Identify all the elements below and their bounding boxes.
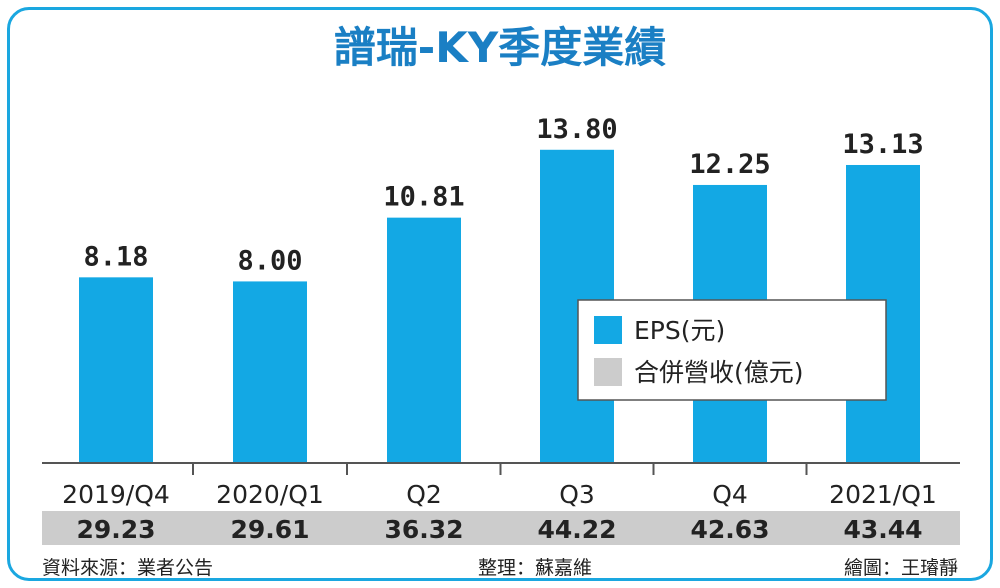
revenue-value-labels: 29.23 29.61 36.32 44.22 42.63 43.44: [76, 515, 922, 544]
chart-title: 譜瑞-KY季度業績: [334, 23, 666, 72]
revenue-value-label-0: 29.23: [76, 515, 155, 544]
legend-label-revenue: 合併營收(億元): [634, 358, 804, 387]
eps-value-label-0: 8.18: [83, 241, 148, 272]
x-axis-ticks: [192, 463, 808, 475]
eps-value-label-2: 10.81: [383, 182, 464, 213]
revenue-value-label-4: 42.63: [690, 515, 769, 544]
legend: EPS(元) 合併營收(億元): [577, 299, 887, 401]
eps-value-label-3: 13.80: [536, 114, 617, 145]
footer-source: 資料來源：業者公告: [42, 557, 213, 579]
eps-bar-1: [233, 281, 307, 463]
eps-value-label-5: 13.13: [842, 129, 923, 160]
revenue-value-label-5: 43.44: [843, 515, 922, 544]
footer-illustrator: 繪圖：王璿靜: [844, 557, 958, 579]
eps-value-label-1: 8.00: [237, 245, 302, 276]
legend-box: [577, 299, 887, 401]
legend-swatch-eps: [594, 316, 622, 344]
legend-swatch-revenue: [594, 358, 622, 386]
legend-label-eps: EPS(元): [634, 316, 725, 345]
revenue-value-label-2: 36.32: [384, 515, 463, 544]
x-axis-tick-labels: 2019/Q4 2020/Q1 Q2 Q3 Q4 2021/Q1: [62, 480, 937, 509]
eps-bar-0: [79, 277, 153, 463]
eps-value-label-4: 12.25: [689, 149, 770, 180]
eps-bar-2: [387, 217, 461, 463]
x-tick-label-3: Q3: [559, 480, 595, 509]
footer-editor: 整理：蘇嘉維: [478, 557, 592, 579]
eps-value-labels: 8.18 8.00 10.81 13.80 12.25 13.13: [83, 114, 923, 277]
eps-bars: [79, 149, 920, 464]
x-tick-label-4: Q4: [712, 480, 748, 509]
chart-frame: [7, 7, 993, 581]
x-tick-label-2: Q2: [406, 480, 442, 509]
x-tick-label-0: 2019/Q4: [62, 480, 170, 509]
x-tick-label-5: 2021/Q1: [829, 480, 937, 509]
revenue-value-label-3: 44.22: [537, 515, 616, 544]
x-tick-label-1: 2020/Q1: [216, 480, 324, 509]
revenue-row-background: [42, 511, 960, 545]
revenue-value-label-1: 29.61: [230, 515, 309, 544]
